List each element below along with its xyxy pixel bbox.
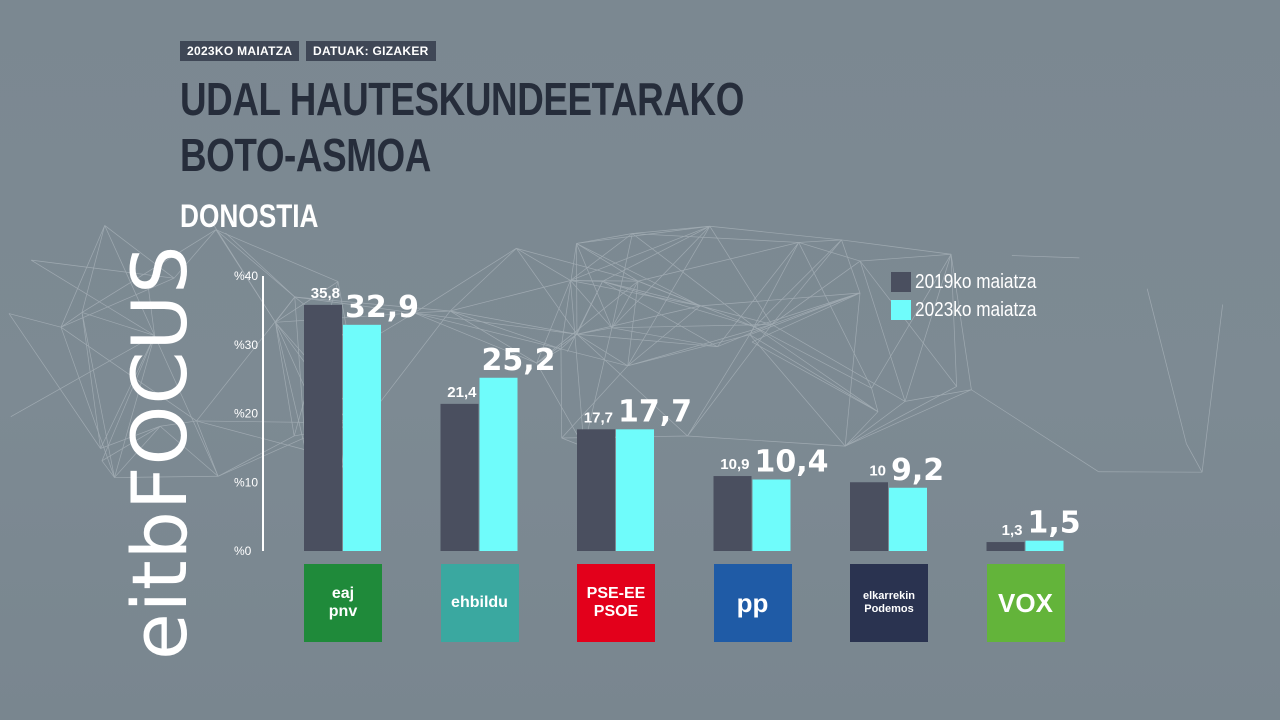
legend-item-2023: 2023ko maiatza bbox=[891, 296, 1056, 324]
bar-2023 bbox=[616, 429, 654, 551]
ehbildu-logo-icon: ehbildu bbox=[440, 564, 519, 642]
data-label-2023: 10,4 bbox=[755, 445, 829, 480]
y-tick-label: %20 bbox=[234, 407, 258, 421]
party-logo-text: eaj pnv bbox=[328, 585, 358, 620]
legend-item-2019: 2019ko maiatza bbox=[891, 268, 1056, 296]
eaj-pnv-logo-icon: eaj pnv bbox=[304, 564, 382, 642]
party-logo-text: VOX bbox=[998, 588, 1053, 618]
data-label-2019: 21,4 bbox=[447, 384, 477, 401]
data-label-2019: 1,3 bbox=[1002, 522, 1023, 539]
vox-logo-icon: VOX bbox=[986, 564, 1065, 642]
chart-title-line-1: UDAL HAUTESKUNDEETARAKO bbox=[180, 73, 744, 125]
bar-2019 bbox=[440, 403, 479, 551]
y-tick-label: %0 bbox=[234, 544, 252, 558]
chart-legend: 2019ko maiatza 2023ko maiatza bbox=[891, 268, 1056, 324]
bar-2019 bbox=[304, 304, 342, 551]
y-tick-label: %30 bbox=[234, 338, 258, 352]
party-logo-text: PSE-EE PSOE bbox=[586, 585, 646, 620]
bar-2023 bbox=[752, 479, 791, 551]
pp-logo-icon: pp bbox=[713, 564, 792, 642]
chart-subtitle: DONOSTIA bbox=[180, 198, 319, 234]
legend-swatch-2023 bbox=[891, 300, 911, 320]
bar-2023 bbox=[1025, 540, 1064, 551]
legend-label-2023: 2023ko maiatza bbox=[915, 298, 1037, 321]
elkarrekin-logo-icon: elkarrekin Podemos bbox=[850, 564, 928, 642]
source-tag: DATUAK: GIZAKER bbox=[306, 41, 436, 61]
data-label-2023: 17,7 bbox=[618, 394, 692, 429]
data-label-2019: 35,8 bbox=[311, 285, 340, 302]
data-label-2019: 17,7 bbox=[584, 409, 613, 426]
data-label-2019: 10 bbox=[869, 462, 886, 479]
bar-2019 bbox=[986, 542, 1025, 551]
legend-swatch-2019 bbox=[891, 272, 911, 292]
chart-title-line-2: BOTO-ASMOA bbox=[180, 129, 431, 181]
bar-2023 bbox=[479, 377, 518, 551]
y-tick-label: %10 bbox=[234, 475, 258, 489]
data-label-2019: 10,9 bbox=[720, 456, 749, 473]
data-label-2023: 32,9 bbox=[345, 290, 419, 325]
y-tick-label: %40 bbox=[234, 269, 258, 283]
party-logo-text: pp bbox=[736, 588, 769, 618]
bar-2019 bbox=[577, 429, 615, 551]
network-lines bbox=[8, 220, 1223, 478]
bar-2019 bbox=[713, 476, 752, 551]
data-label-2023: 25,2 bbox=[482, 343, 556, 378]
party-logo-text: elkarrekin Podemos bbox=[863, 590, 915, 615]
data-label-2023: 9,2 bbox=[891, 453, 944, 488]
data-label-2023: 1,5 bbox=[1028, 506, 1081, 541]
date-tag: 2023KO MAIATZA bbox=[180, 41, 300, 61]
bar-2019 bbox=[850, 482, 888, 551]
party-logo-text: ehbildu bbox=[451, 594, 508, 611]
legend-label-2019: 2019ko maiatza bbox=[915, 270, 1037, 293]
bar-2023 bbox=[343, 324, 381, 551]
psoe-logo-icon: PSE-EE PSOE bbox=[577, 564, 655, 642]
bar-2023 bbox=[889, 487, 927, 551]
